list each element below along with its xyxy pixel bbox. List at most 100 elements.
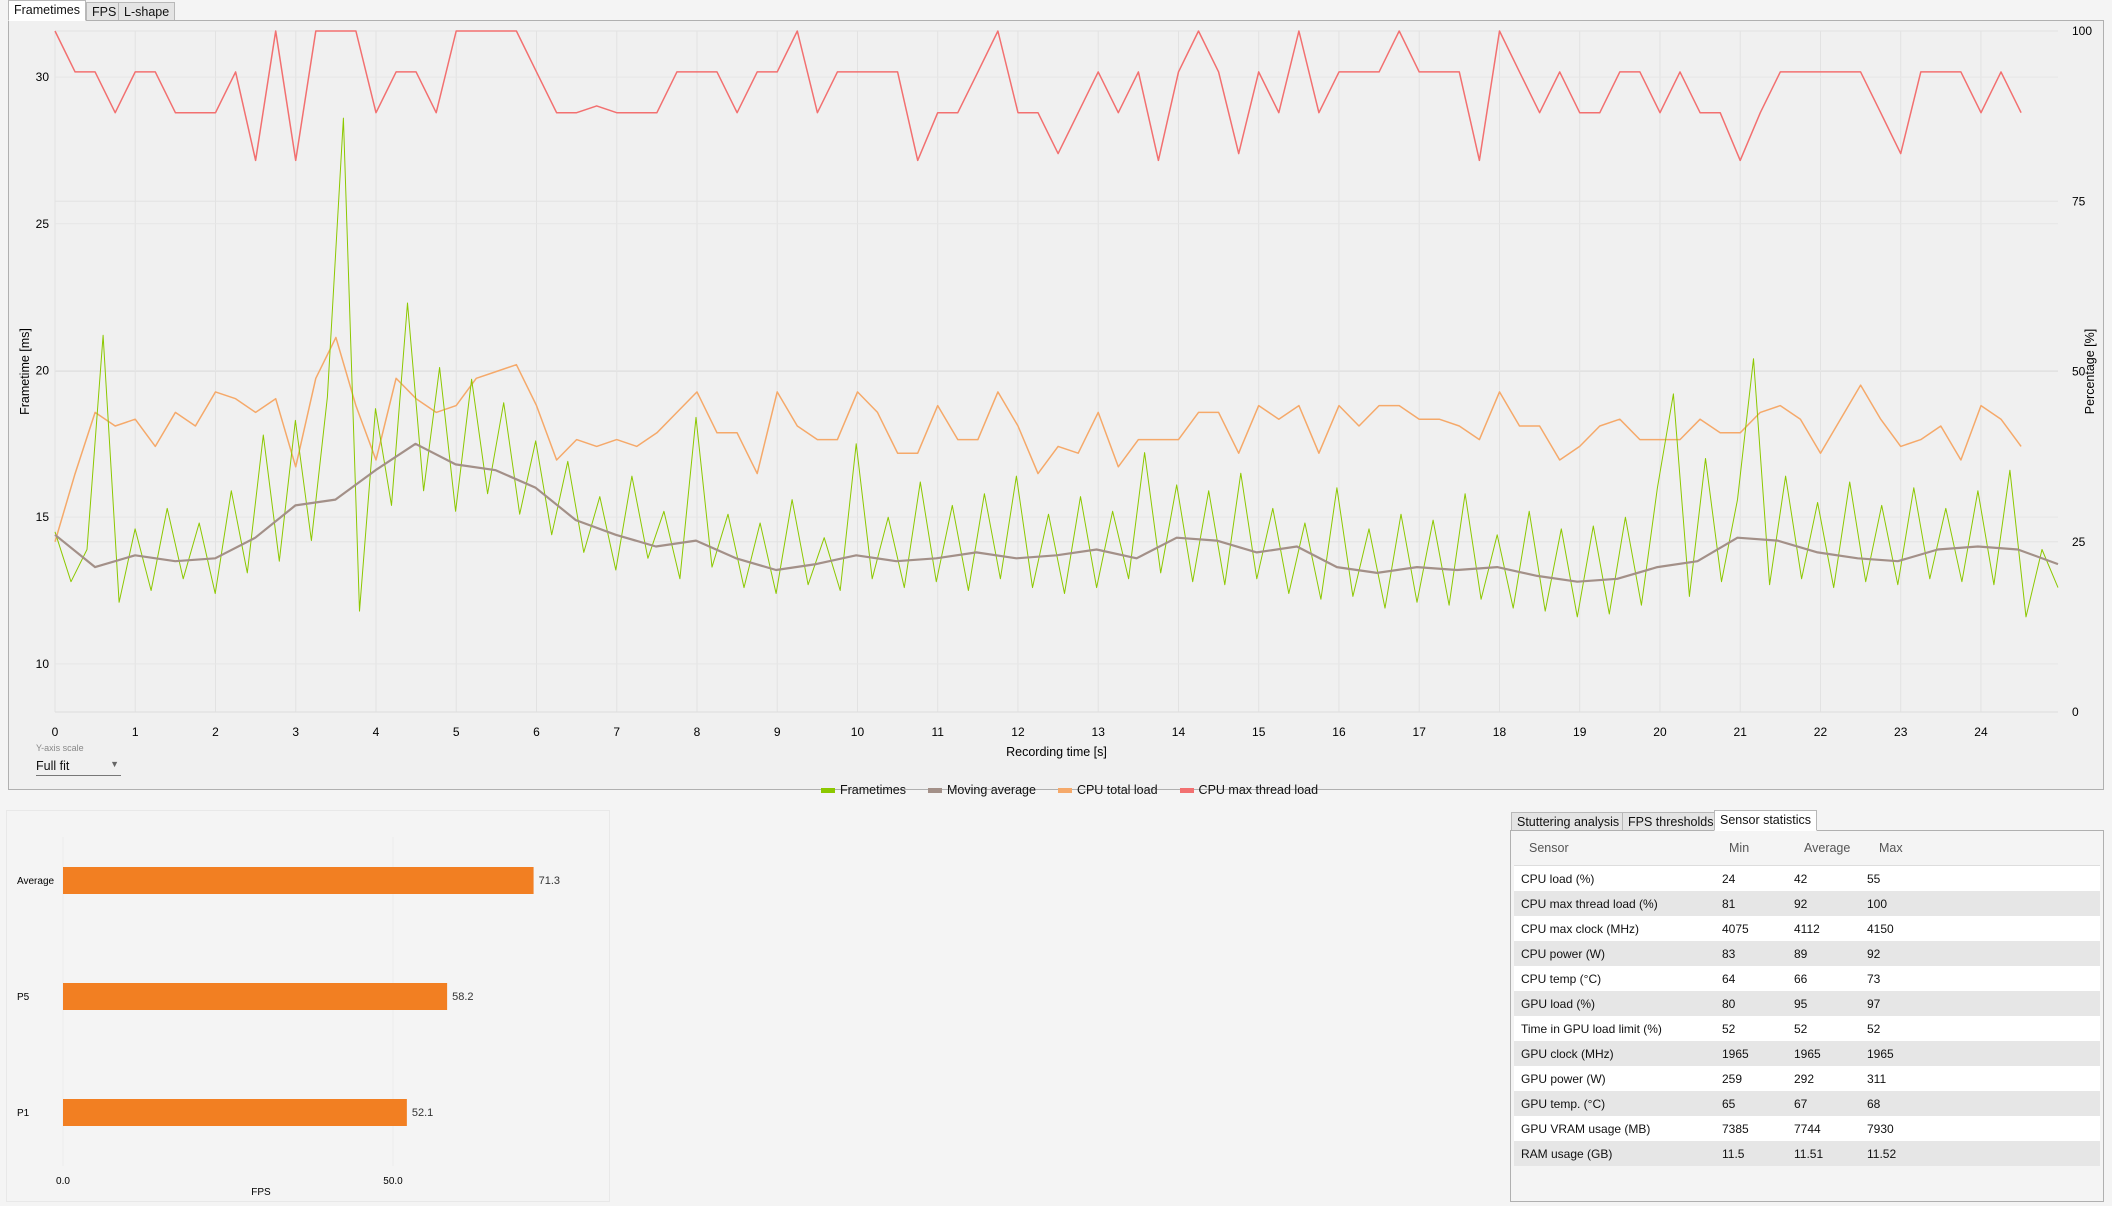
- average-value: 89: [1794, 947, 1808, 961]
- min-value: 4075: [1722, 922, 1749, 936]
- table-row[interactable]: Time in GPU load limit (%) 52 52 52: [1514, 1016, 2100, 1041]
- bar-category-label: P1: [17, 1108, 30, 1119]
- x-tick-label: 12: [1011, 725, 1025, 739]
- x-tick-label: 7: [613, 725, 620, 739]
- x-tick-label: 0: [52, 725, 59, 739]
- x-tick-label: 13: [1092, 725, 1106, 739]
- chevron-down-icon: ▼: [110, 759, 119, 769]
- y-axis-title: Frametime [ms]: [18, 328, 32, 415]
- column-header-average[interactable]: Average: [1804, 841, 1851, 855]
- column-header-sensor[interactable]: Sensor: [1529, 841, 1569, 855]
- sensor-name: CPU max clock (MHz): [1521, 922, 1640, 936]
- x-tick-label: 20: [1653, 725, 1667, 739]
- max-value: 55: [1867, 872, 1881, 886]
- sensor-name: CPU max thread load (%): [1521, 897, 1658, 911]
- legend-moving-average[interactable]: Moving average: [927, 783, 1036, 797]
- min-value: 52: [1722, 1022, 1736, 1036]
- y2-tick-label: 0: [2072, 705, 2079, 719]
- table-row[interactable]: CPU power (W) 83 89 92: [1514, 941, 2100, 966]
- average-value: 7744: [1794, 1122, 1821, 1136]
- y-axis-scale-dropdown[interactable]: Full fit ▼: [36, 756, 121, 776]
- max-value: 52: [1867, 1022, 1881, 1036]
- y-axis-scale-label: Y-axis scale: [36, 743, 84, 753]
- x-tick-label: 0.0: [56, 1176, 70, 1187]
- y-tick-label: 25: [36, 217, 50, 231]
- sensor-name: Time in GPU load limit (%): [1521, 1022, 1662, 1036]
- x-tick-label: 9: [774, 725, 781, 739]
- table-row[interactable]: GPU clock (MHz) 1965 1965 1965: [1514, 1041, 2100, 1066]
- max-value: 11.52: [1867, 1147, 1897, 1161]
- legend-label: CPU max thread load: [1198, 783, 1319, 797]
- x-tick-label: 4: [373, 725, 380, 739]
- x-tick-label: 2: [212, 725, 219, 739]
- bar-value-label: 58.2: [452, 991, 473, 1003]
- y2-axis-title: Percentage [%]: [2083, 329, 2097, 414]
- sensor-name: CPU load (%): [1521, 872, 1595, 886]
- average-value: 95: [1794, 997, 1808, 1011]
- tab-fps-thresholds[interactable]: FPS thresholds: [1622, 812, 1720, 831]
- max-value: 311: [1867, 1072, 1887, 1086]
- min-value: 259: [1722, 1072, 1743, 1086]
- sensor-name: GPU clock (MHz): [1521, 1047, 1614, 1061]
- x-tick-label: 24: [1974, 725, 1988, 739]
- x-tick-label: 22: [1814, 725, 1828, 739]
- frametime-chart[interactable]: 0 1 2 3 4 5 6 7 8 9 10 11 12 13 14 15 16 17 18 19 20 21 22 23 24…: [9, 21, 2105, 791]
- x-tick-label: 16: [1332, 725, 1346, 739]
- table-row[interactable]: GPU load (%) 80 95 97: [1514, 991, 2100, 1016]
- min-value: 83: [1722, 947, 1736, 961]
- average-value: 92: [1794, 897, 1808, 911]
- table-row[interactable]: CPU max clock (MHz) 4075 4112 4150: [1514, 916, 2100, 941]
- column-header-min[interactable]: Min: [1729, 841, 1750, 855]
- sensor-name: GPU temp. (°C): [1521, 1097, 1606, 1111]
- table-row[interactable]: CPU load (%) 24 42 55: [1514, 866, 2100, 891]
- x-tick-label: 5: [453, 725, 460, 739]
- tab-fps[interactable]: FPS: [86, 2, 123, 21]
- legend-frametimes[interactable]: Frametimes: [821, 783, 906, 797]
- x-axis-title: Recording time [s]: [1006, 745, 1107, 759]
- legend-cpu-max-thread-load[interactable]: CPU max thread load: [1179, 783, 1319, 797]
- average-value: 1965: [1794, 1047, 1821, 1061]
- x-tick-label: 10: [851, 725, 865, 739]
- legend-swatch: [821, 787, 835, 793]
- x-tick-label: 18: [1493, 725, 1507, 739]
- table-row[interactable]: GPU VRAM usage (MB) 7385 7744 7930: [1514, 1116, 2100, 1141]
- tab-frametimes[interactable]: Frametimes: [8, 0, 86, 21]
- table-row[interactable]: RAM usage (GB) 11.5 11.51 11.52: [1514, 1141, 2100, 1166]
- legend-label: Moving average: [946, 783, 1036, 797]
- legend-label: Frametimes: [840, 783, 906, 797]
- min-value: 65: [1722, 1097, 1736, 1111]
- table-row[interactable]: CPU max thread load (%) 81 92 100: [1514, 891, 2100, 916]
- fps-bar-chart-panel: Average 71.3 P5 58.2 P1 52.1 0.0 50.0 FPS: [6, 810, 610, 1202]
- max-value: 97: [1867, 997, 1881, 1011]
- tab-stuttering-analysis[interactable]: Stuttering analysis: [1511, 812, 1626, 831]
- y2-tick-label: 50: [2072, 365, 2086, 379]
- bar-p1: [63, 1099, 407, 1126]
- max-value: 68: [1867, 1097, 1881, 1111]
- tab-lshape[interactable]: L-shape: [118, 2, 176, 21]
- y2-tick-label: 100: [2072, 24, 2092, 38]
- frametime-chart-panel: 0 1 2 3 4 5 6 7 8 9 10 11 12 13 14 15 16 17 18 19 20 21 22 23 24…: [8, 20, 2105, 797]
- bar-average: [63, 867, 534, 894]
- table-row[interactable]: GPU power (W) 259 292 311: [1514, 1066, 2100, 1091]
- fps-bar-chart: Average 71.3 P5 58.2 P1 52.1 0.0 50.0 FPS: [17, 837, 560, 1198]
- bar-category-label: P5: [17, 992, 30, 1003]
- sensor-statistics-table: Sensor Min Average Max CPU load (%) 24 42 5…: [1510, 830, 2104, 1202]
- tab-sensor-statistics[interactable]: Sensor statistics: [1714, 810, 1818, 831]
- table-row[interactable]: GPU temp. (°C) 65 67 68: [1514, 1091, 2100, 1116]
- x-tick-label: 23: [1894, 725, 1908, 739]
- average-value: 52: [1794, 1022, 1808, 1036]
- x-tick-label: 11: [931, 725, 944, 739]
- min-value: 7385: [1722, 1122, 1749, 1136]
- x-tick-label: 14: [1172, 725, 1186, 739]
- sensor-name: CPU temp (°C): [1521, 972, 1602, 986]
- x-tick-label: 50.0: [383, 1176, 403, 1187]
- sensor-name: GPU power (W): [1521, 1072, 1606, 1086]
- bar-value-label: 71.3: [539, 875, 560, 887]
- table-row[interactable]: CPU temp (°C) 64 66 73: [1514, 966, 2100, 991]
- column-header-max[interactable]: Max: [1879, 841, 1903, 855]
- bar-value-label: 52.1: [412, 1107, 433, 1119]
- y-axis-scale-value: Full fit: [36, 759, 70, 773]
- average-value: 66: [1794, 972, 1808, 986]
- legend-cpu-total-load[interactable]: CPU total load: [1057, 783, 1158, 797]
- max-value: 92: [1867, 947, 1881, 961]
